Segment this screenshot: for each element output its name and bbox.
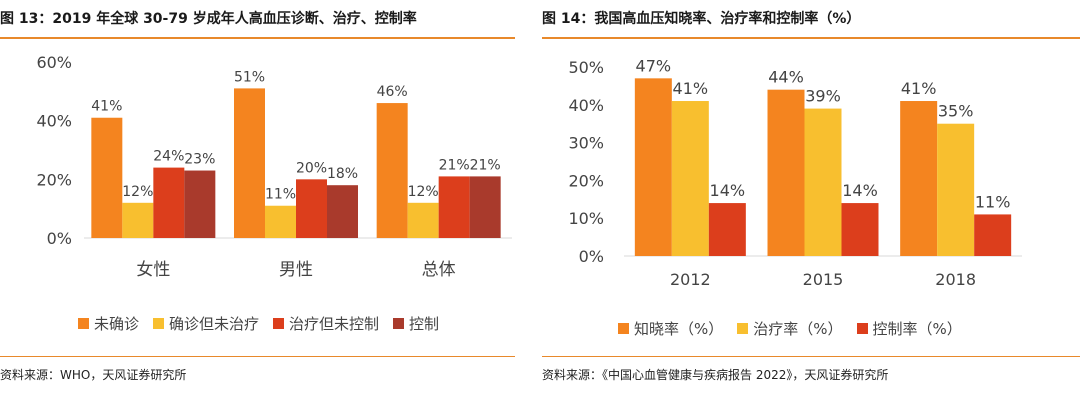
data-label: 46% [377,84,408,100]
legend-label: 控制 [409,315,440,333]
legend-item: 治疗但未控制 [273,313,379,334]
y-tick-label: 0% [579,247,604,266]
data-label: 41% [901,79,937,98]
bar [804,108,842,256]
bar [184,170,216,238]
bar [634,78,672,256]
legend-swatch [153,318,165,329]
y-tick-label: 30% [568,134,604,153]
data-label: 21% [439,157,470,173]
data-label: 11% [975,192,1011,211]
y-tick-label: 40% [568,96,604,115]
data-label: 41% [673,79,709,98]
bar [91,117,123,238]
bar [841,203,879,256]
data-label: 24% [153,149,184,165]
bar [265,205,296,238]
data-label: 18% [327,166,358,182]
data-label: 44% [768,68,804,87]
data-label: 12% [122,184,153,200]
x-category-label: 2012 [670,270,711,289]
data-label: 11% [265,187,296,203]
legend-item: 未确诊 [78,313,139,334]
legend-swatch [856,323,868,334]
data-label: 23% [184,152,215,168]
legend-label: 确诊但未治疗 [169,315,260,333]
legend-label: 控制率（%） [872,320,962,338]
legend-swatch [618,323,629,334]
chart-legend: 知晓率（%） 治疗率（%） 控制率（%） [618,318,976,339]
bar [234,88,265,239]
source-divider [0,356,515,357]
legend-item: 治疗率（%） [737,318,843,339]
legend-label: 治疗率（%） [753,320,843,338]
x-category-label: 女性 [136,260,170,280]
data-label: 35% [938,102,974,121]
data-label: 21% [470,157,501,173]
bar [438,176,470,238]
y-tick-label: 10% [568,209,604,228]
bar [937,123,975,256]
chart-title: 图 13：2019 年全球 30-79 岁成年人高血压诊断、治疗、控制率 [0,11,417,27]
data-label: 41% [91,99,122,115]
bar [407,202,439,238]
x-category-label: 2015 [803,270,844,289]
title-divider [0,37,515,39]
bar [153,167,185,238]
source-note: 资料来源：WHO，天风证券研究所 [0,368,187,382]
x-category-label: 总体 [422,260,456,280]
y-tick-label: 50% [568,58,604,77]
chart-panel-left: 图 13：2019 年全球 30-79 岁成年人高血压诊断、治疗、控制率 0% 2… [0,0,515,401]
legend-swatch [737,323,749,334]
data-label: 51% [234,69,265,85]
bar [671,101,709,256]
legend-item: 知晓率（%） [618,318,723,339]
title-divider [542,37,1080,39]
bar-chart-hypertension-china: 0%10%20%30%40%50% 47%41%14%201244%39%14%2… [568,56,1022,289]
y-tick-label: 0% [47,229,72,248]
y-tick-label: 20% [36,170,72,189]
y-tick-label: 40% [36,112,72,131]
data-label: 14% [842,181,878,200]
data-label: 39% [805,87,841,106]
bar [327,185,358,238]
legend-item: 确诊但未治疗 [153,313,259,334]
legend-label: 治疗但未控制 [289,315,380,333]
y-tick-label: 60% [36,53,72,72]
bar [376,103,408,238]
bar [767,89,805,257]
legend-label: 知晓率（%） [634,320,724,338]
legend-swatch [273,318,285,329]
bar [900,101,938,256]
source-divider [542,356,1080,357]
data-label: 14% [710,181,746,200]
legend-swatch [78,318,89,329]
chart-title: 图 14：我国高血压知晓率、治疗率和控制率（%） [542,11,861,27]
x-category-label: 男性 [279,260,313,280]
data-label: 20% [296,160,327,176]
source-note: 资料来源：《中国心血管健康与疾病报告 2022》，天风证券研究所 [542,368,889,382]
chart-panel-right: 图 14：我国高血压知晓率、治疗率和控制率（%） 0% 10% 20% 30% 40% 5… [542,0,1080,401]
bar [708,203,746,256]
legend-item: 控制 [393,313,439,334]
legend-label: 未确诊 [94,315,140,333]
chart-legend: 未确诊 确诊但未治疗 治疗但未控制 控制 [78,313,453,334]
data-label: 12% [408,184,439,200]
y-tick-label: 20% [568,171,604,190]
legend-item: 控制率（%） [856,318,962,339]
bar [122,202,154,238]
data-label: 47% [636,56,672,75]
bar [974,214,1012,256]
bar [296,179,327,238]
bar [469,176,501,238]
x-category-label: 2018 [935,270,976,289]
legend-swatch [393,318,405,329]
